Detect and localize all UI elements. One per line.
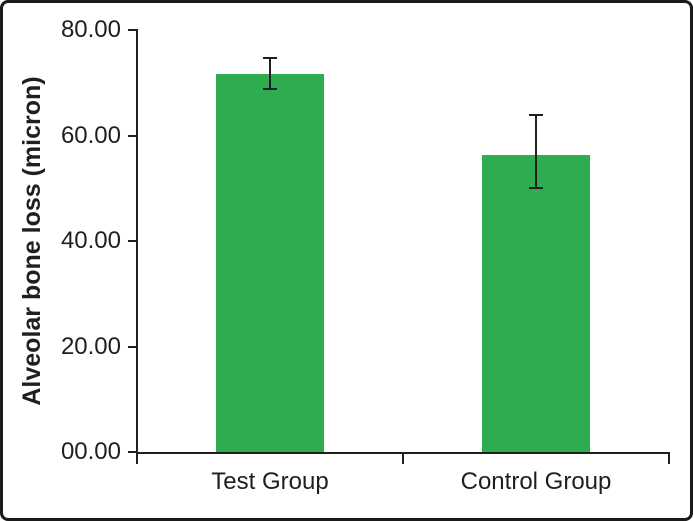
x-tick	[136, 452, 138, 464]
error-bar-cap-bottom-test-group	[263, 87, 277, 90]
x-tick	[668, 452, 670, 464]
y-tick-label: 00.00	[60, 438, 121, 465]
y-tick	[128, 345, 136, 348]
y-tick-label: 80.00	[60, 16, 121, 43]
error-bar-cap-top-test-group	[263, 56, 277, 59]
error-bar-line-control-group	[535, 114, 537, 188]
error-bar-line-test-group	[269, 57, 271, 89]
bar-control-group	[482, 155, 590, 452]
bar-test-group	[216, 74, 324, 452]
category-label-test-group: Test Group	[211, 468, 329, 495]
category-label-control-group: Control Group	[460, 468, 612, 495]
y-tick-label: 40.00	[60, 227, 121, 254]
y-tick-label: 60.00	[60, 121, 121, 149]
error-bar-cap-bottom-control-group	[529, 186, 543, 189]
x-tick	[402, 452, 404, 464]
y-tick	[128, 240, 136, 242]
y-tick	[128, 29, 136, 31]
error-bar-cap-top-control-group	[529, 113, 543, 116]
y-tick-label: 20.00	[60, 332, 121, 360]
y-tick	[128, 134, 136, 137]
y-axis	[136, 29, 138, 454]
y-tick	[128, 451, 136, 453]
